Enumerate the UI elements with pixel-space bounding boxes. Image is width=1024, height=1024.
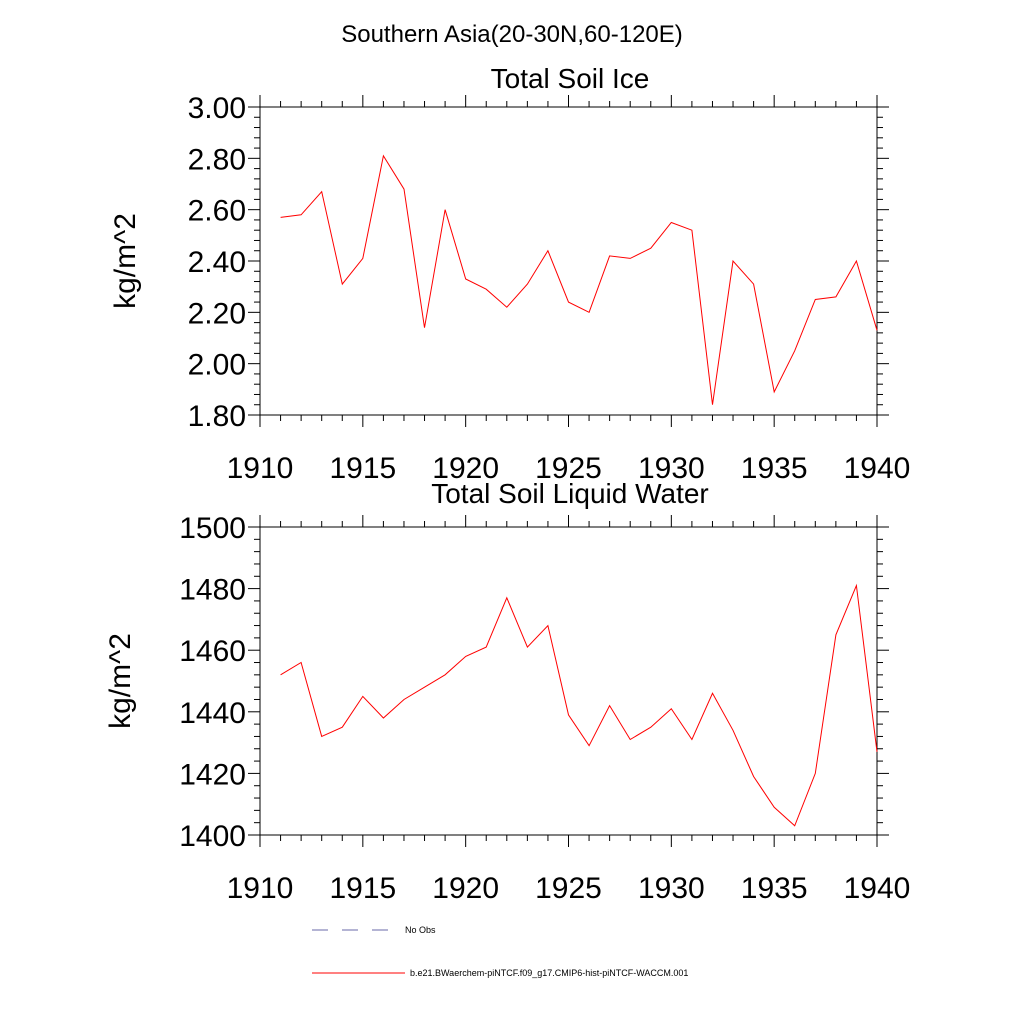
- y-axis-label: kg/m^2: [104, 633, 137, 729]
- series-layer: [280, 583, 878, 827]
- plot-frame: [259, 106, 878, 416]
- series-layer: [280, 154, 878, 405]
- x-tick-label: 1925: [535, 452, 602, 485]
- x-tick-label: 1925: [535, 872, 602, 905]
- y-tick-label: 2.40: [188, 246, 246, 279]
- x-tick-label: 1930: [638, 872, 705, 905]
- y-tick-label: 1440: [179, 697, 246, 730]
- panel-title: Total Soil Ice: [491, 63, 650, 94]
- legend-label-no-obs: No Obs: [405, 925, 436, 935]
- legend-label-model: b.e21.BWaerchem-piNTCF.f09_g17.CMIP6-his…: [410, 968, 688, 978]
- y-ticks: 1.80 2.00 2.20 2.40 2.60 2.80 3.00: [188, 92, 889, 433]
- y-tick-label: 2.20: [188, 297, 246, 330]
- y-tick-label: 1.80: [188, 400, 246, 433]
- x-tick-label: 1940: [844, 452, 911, 485]
- x-tick-label: 1930: [638, 452, 705, 485]
- y-tick-label: 3.00: [188, 92, 246, 125]
- x-tick-label: 1920: [432, 452, 499, 485]
- x-ticks: 1910 1915 1920 1925 1930 1935 1940: [227, 95, 911, 485]
- y-tick-label: 1400: [179, 820, 246, 853]
- panel-title: Total Soil Liquid Water: [431, 478, 709, 509]
- y-tick-label: 1420: [179, 758, 246, 791]
- y-tick-label: 2.80: [188, 143, 246, 176]
- y-tick-label: 1460: [179, 635, 246, 668]
- x-tick-label: 1915: [329, 452, 396, 485]
- y-axis-label: kg/m^2: [109, 213, 142, 309]
- series-line: [280, 583, 878, 827]
- y-tick-label: 1480: [179, 574, 246, 607]
- x-tick-label: 1935: [741, 872, 808, 905]
- y-ticks: 1400 1420 1440 1460 1480 1500: [179, 512, 889, 853]
- x-tick-label: 1915: [329, 872, 396, 905]
- plot-frame: [259, 526, 878, 836]
- x-tick-label: 1910: [227, 872, 294, 905]
- y-tick-label: 1500: [179, 512, 246, 545]
- figure-title: Southern Asia(20-30N,60-120E): [341, 21, 683, 48]
- x-ticks: 1910 1915 1920 1925 1930 1935 1940: [227, 515, 911, 905]
- panel-total-soil-ice: Total Soil Ice kg/m^2 1910 1915 1920 1925 19…: [109, 63, 910, 485]
- x-tick-label: 1940: [844, 872, 911, 905]
- y-tick-label: 2.00: [188, 349, 246, 382]
- y-tick-label: 2.60: [188, 195, 246, 228]
- panel-total-soil-liquid-water: Total Soil Liquid Water kg/m^2 1910 1915 1…: [104, 478, 910, 905]
- x-tick-label: 1935: [741, 452, 808, 485]
- x-tick-label: 1910: [227, 452, 294, 485]
- legend: No Obs b.e21.BWaerchem-piNTCF.f09_g17.CM…: [312, 925, 688, 978]
- x-tick-label: 1920: [432, 872, 499, 905]
- series-line: [280, 154, 878, 405]
